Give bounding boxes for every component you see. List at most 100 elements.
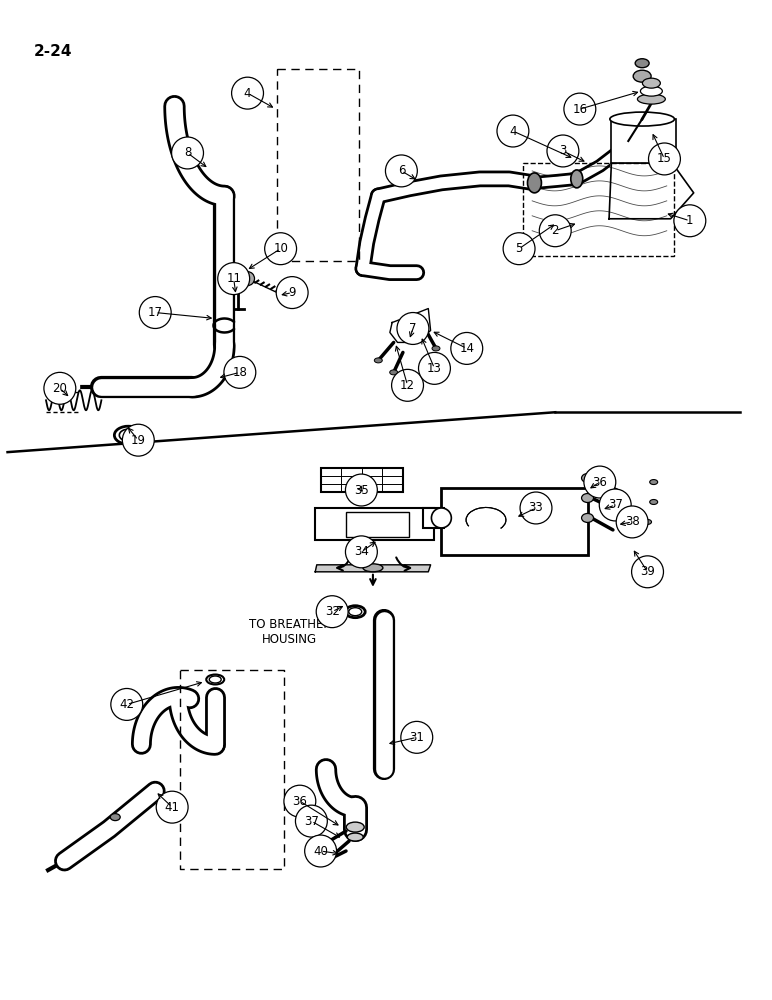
Text: 16: 16	[572, 103, 587, 116]
Circle shape	[224, 356, 256, 388]
Circle shape	[231, 272, 245, 286]
Ellipse shape	[527, 173, 541, 193]
Circle shape	[296, 805, 327, 837]
Text: 5: 5	[516, 242, 523, 255]
Circle shape	[540, 215, 571, 247]
Text: 37: 37	[608, 498, 623, 511]
Circle shape	[616, 506, 648, 538]
Circle shape	[111, 688, 143, 720]
Text: 6: 6	[398, 164, 405, 177]
Circle shape	[547, 135, 579, 167]
Text: 1: 1	[686, 214, 693, 227]
Ellipse shape	[432, 346, 440, 351]
Text: 35: 35	[354, 484, 369, 497]
Circle shape	[391, 369, 424, 401]
Ellipse shape	[206, 675, 224, 684]
Circle shape	[584, 466, 616, 498]
Text: 34: 34	[354, 545, 369, 558]
FancyBboxPatch shape	[611, 119, 676, 163]
Ellipse shape	[633, 70, 651, 82]
Circle shape	[276, 277, 308, 309]
Circle shape	[497, 115, 529, 147]
Text: 15: 15	[657, 152, 672, 165]
Ellipse shape	[650, 500, 658, 504]
Text: 12: 12	[400, 379, 415, 392]
Ellipse shape	[641, 86, 662, 96]
Text: 8: 8	[184, 146, 191, 159]
Polygon shape	[609, 163, 694, 219]
Text: 17: 17	[147, 306, 163, 319]
Text: 33: 33	[529, 501, 543, 514]
Ellipse shape	[390, 370, 398, 375]
Circle shape	[648, 143, 680, 175]
FancyBboxPatch shape	[423, 508, 444, 528]
Ellipse shape	[581, 494, 594, 502]
Circle shape	[123, 424, 154, 456]
Text: 14: 14	[459, 342, 474, 355]
Circle shape	[345, 474, 378, 506]
Ellipse shape	[581, 513, 594, 522]
Ellipse shape	[374, 358, 382, 363]
Circle shape	[631, 556, 663, 588]
Text: 10: 10	[273, 242, 288, 255]
Text: 4: 4	[510, 125, 516, 138]
Circle shape	[284, 785, 316, 817]
Circle shape	[139, 297, 171, 328]
Text: 42: 42	[119, 698, 134, 711]
Circle shape	[218, 263, 249, 295]
Ellipse shape	[322, 859, 330, 863]
Ellipse shape	[320, 842, 328, 847]
Ellipse shape	[635, 59, 649, 68]
Circle shape	[241, 272, 255, 286]
FancyBboxPatch shape	[320, 468, 403, 492]
Text: 4: 4	[244, 87, 252, 100]
Text: 36: 36	[592, 476, 608, 489]
Circle shape	[232, 77, 263, 109]
Text: 2-24: 2-24	[34, 44, 73, 59]
Circle shape	[265, 233, 296, 265]
Circle shape	[432, 508, 452, 528]
Ellipse shape	[347, 822, 364, 832]
Text: 37: 37	[304, 815, 319, 828]
Text: 36: 36	[293, 795, 307, 808]
Ellipse shape	[581, 474, 594, 483]
Text: 2: 2	[551, 224, 559, 237]
Circle shape	[317, 596, 348, 628]
FancyBboxPatch shape	[346, 512, 409, 537]
Ellipse shape	[642, 78, 660, 88]
Text: 13: 13	[427, 362, 442, 375]
Polygon shape	[315, 565, 431, 572]
Circle shape	[451, 332, 482, 364]
Text: 31: 31	[409, 731, 424, 744]
Ellipse shape	[644, 519, 652, 524]
Circle shape	[520, 492, 552, 524]
Circle shape	[44, 372, 76, 404]
Circle shape	[401, 721, 433, 753]
Text: TO BREATHER
HOUSING: TO BREATHER HOUSING	[249, 618, 331, 646]
Circle shape	[503, 233, 535, 265]
Circle shape	[345, 536, 378, 568]
Ellipse shape	[638, 94, 665, 104]
Circle shape	[564, 93, 596, 125]
Circle shape	[674, 205, 706, 237]
Ellipse shape	[347, 833, 363, 841]
Text: 40: 40	[313, 845, 328, 858]
Circle shape	[418, 352, 450, 384]
Circle shape	[599, 489, 631, 521]
Text: 32: 32	[325, 605, 340, 618]
Polygon shape	[390, 309, 431, 342]
FancyBboxPatch shape	[315, 508, 434, 540]
Circle shape	[156, 791, 188, 823]
Ellipse shape	[571, 170, 583, 188]
Text: 41: 41	[164, 801, 180, 814]
Text: 11: 11	[226, 272, 241, 285]
Ellipse shape	[110, 814, 120, 821]
Ellipse shape	[650, 480, 658, 485]
Circle shape	[171, 137, 204, 169]
Circle shape	[397, 313, 429, 344]
Circle shape	[385, 155, 418, 187]
Text: 18: 18	[232, 366, 247, 379]
Text: 9: 9	[289, 286, 296, 299]
Text: 7: 7	[409, 322, 417, 335]
Text: 19: 19	[130, 434, 146, 447]
